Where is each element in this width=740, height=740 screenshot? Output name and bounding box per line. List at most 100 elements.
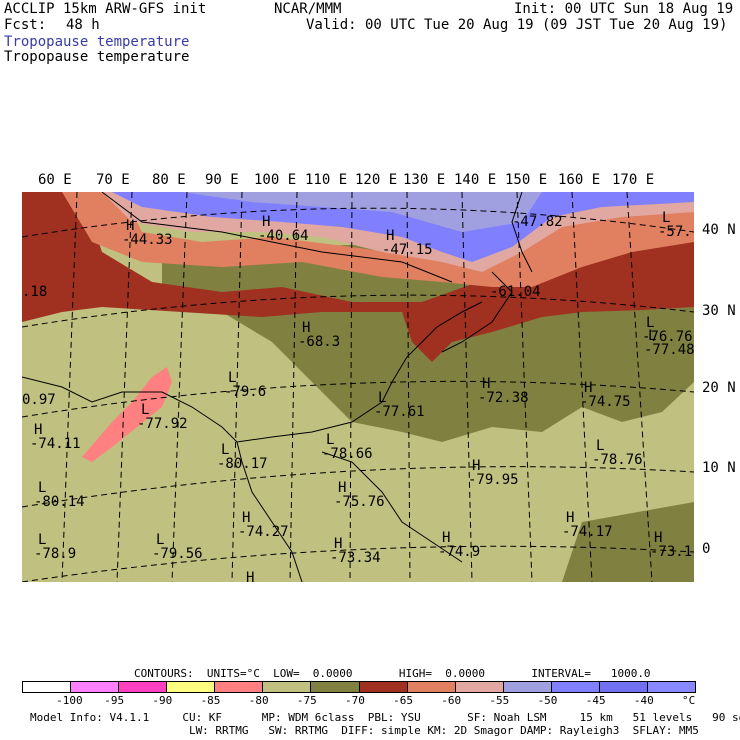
lat-label: 0 [702, 541, 711, 557]
extremum-value: -78.76 [592, 452, 643, 468]
colorbar-swatch [71, 682, 120, 692]
low-marker: L [228, 370, 236, 386]
low-marker: L [646, 315, 654, 331]
colorbar-swatch [167, 682, 216, 692]
extremum-value: -78.9 [34, 546, 76, 562]
colorbar-tick-label: -80 [248, 694, 269, 707]
extremum-value: -57. [658, 224, 692, 240]
extremum-value: -61.04 [490, 284, 541, 300]
high-marker: H [386, 228, 394, 244]
lon-label: 110 E [305, 172, 348, 188]
colorbar-tick-label: °C [682, 694, 696, 707]
high-marker: H [246, 570, 254, 582]
lon-label: 150 E [505, 172, 548, 188]
extremum-value: -47.82 [512, 214, 563, 230]
high-marker: H [126, 218, 134, 234]
valid-time: Valid: 00 UTC Tue 20 Aug 19 (09 JST Tue … [306, 17, 728, 33]
extremum-value: .18 [22, 284, 47, 300]
extremum-value: -74.9 [438, 544, 480, 560]
blue-band [112, 192, 694, 262]
colorbar-swatch [359, 682, 408, 692]
forecast-label: Fcst: [4, 17, 47, 33]
low-marker: L [378, 390, 386, 406]
colorbar-tick-label: -55 [489, 694, 510, 707]
lon-label: 140 E [454, 172, 497, 188]
extremum-value: -44.33 [122, 232, 173, 248]
lavender-patch [182, 192, 542, 232]
field-title-secondary: Tropopause temperature [4, 49, 190, 65]
contour-info: CONTOURS: UNITS=°C LOW= 0.0000 HIGH= 0.0… [134, 667, 651, 680]
colorbar-tick-label: -95 [104, 694, 125, 707]
high-marker: H [482, 376, 490, 392]
lon-label: 70 E [96, 172, 130, 188]
colorbar-swatch [455, 682, 504, 692]
extremum-value: -76.76 [642, 329, 693, 345]
lon-label: 60 E [38, 172, 72, 188]
lat-label: 30 N [702, 303, 736, 319]
lon-label: 160 E [558, 172, 601, 188]
lon-label: 80 E [152, 172, 186, 188]
extremum-value: -47.15 [382, 242, 433, 258]
colorbar-swatch [311, 682, 360, 692]
lat-label: 20 N [702, 380, 736, 396]
colorbar-tick-label: -65 [393, 694, 414, 707]
colorbar-tick-label: -90 [152, 694, 173, 707]
low-marker: L [38, 480, 46, 496]
model-title: ACCLIP 15km ARW-GFS init [4, 1, 207, 17]
extremum-value: -75.76 [334, 494, 385, 510]
high-marker: H [262, 214, 270, 230]
model-info-line1: Model Info: V4.1.1 CU: KF MP: WDM 6class… [30, 711, 740, 724]
low-marker: L [221, 442, 229, 458]
lon-label: 100 E [254, 172, 297, 188]
extremum-value: -74.17 [562, 524, 613, 540]
colorbar-tick-label: -85 [200, 694, 221, 707]
extremum-value: -74.11 [30, 436, 81, 452]
extremum-value: -73.34 [330, 550, 381, 566]
lon-label: 90 E [205, 172, 239, 188]
colorbar-tick-label: -60 [441, 694, 462, 707]
extremum-value: -73.1 [650, 544, 692, 560]
graticule [22, 192, 694, 582]
lat-label: 40 N [702, 222, 736, 238]
high-marker: H [654, 530, 662, 546]
low-marker: L [662, 210, 670, 226]
olive-patch-se [562, 502, 694, 582]
colorbar-tick-label: -100 [56, 694, 83, 707]
init-time: Init: 00 UTC Sun 18 Aug 19 [514, 1, 734, 17]
colorbar-swatch [215, 682, 264, 692]
field-title-primary: Tropopause temperature [4, 34, 190, 50]
colorbar-swatch [648, 682, 696, 692]
colorbar [22, 681, 696, 693]
colorbar-tick-label: -75 [296, 694, 317, 707]
colorbar-swatch [23, 682, 72, 692]
extremum-value: -78.66 [322, 446, 373, 462]
orange-band [62, 192, 694, 287]
colorbar-tick-label: -70 [345, 694, 365, 707]
extremum-value: -79.56 [152, 546, 203, 562]
extremum-value: -79.95 [468, 472, 519, 488]
low-marker: L [648, 328, 656, 344]
organization: NCAR/MMM [274, 1, 342, 17]
extremum-value: -40.64 [258, 228, 309, 244]
dark-red-band [22, 192, 694, 362]
high-marker: H [566, 510, 574, 526]
extremum-value: -77.48 [644, 342, 694, 358]
tropopause-temperature-map: H-44.33H-40.64 H-47.15-47.82 L-57.-61.04.1… [22, 192, 694, 582]
high-marker: H [338, 480, 346, 496]
extremum-value: -80.14 [34, 494, 85, 510]
extrema-markers: H-44.33H-40.64 H-47.15-47.82 L-57.-61.04.1… [22, 210, 694, 582]
lat-label: 10 N [702, 460, 736, 476]
colorbar-tick-label: -45 [585, 694, 606, 707]
low-marker: L [156, 532, 164, 548]
extremum-value: -68.3 [298, 334, 340, 350]
high-marker: H [472, 458, 480, 474]
salmon-patch [82, 367, 172, 462]
extremum-value: -77.92 [137, 416, 188, 432]
extremum-value: -77.61 [374, 404, 425, 420]
forecast-hour: 48 h [66, 17, 100, 33]
colorbar-swatch [503, 682, 552, 692]
colorbar-swatch [407, 682, 456, 692]
low-marker: L [326, 432, 334, 448]
colorbar-swatch [119, 682, 168, 692]
lon-label: 120 E [355, 172, 398, 188]
